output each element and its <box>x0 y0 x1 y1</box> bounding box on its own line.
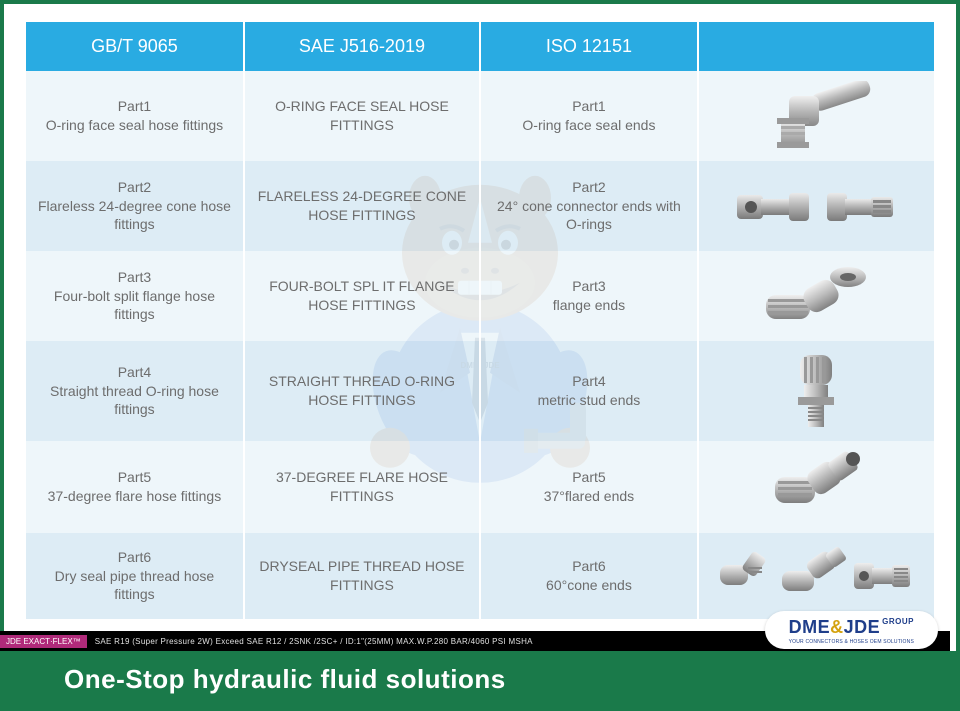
logo-right: JDE <box>844 617 881 637</box>
cell-sae: DRYSEAL PIPE THREAD HOSE FITTINGS <box>244 533 480 619</box>
gbt-part: Part4 <box>34 363 235 382</box>
cell-gbt: Part1 O-ring face seal hose fittings <box>26 71 244 161</box>
cell-image <box>698 71 934 161</box>
gbt-desc: Straight thread O-ring hose fittings <box>50 383 219 418</box>
iso-desc: O-ring face seal ends <box>522 117 655 133</box>
cell-sae: 37-DEGREE FLARE HOSE FITTINGS <box>244 441 480 533</box>
col-header-iso: ISO 12151 <box>480 22 698 71</box>
cell-iso: Part5 37°flared ends <box>480 441 698 533</box>
gbt-part: Part6 <box>34 548 235 567</box>
gbt-desc: Four-bolt split flange hose fittings <box>54 288 215 323</box>
cell-image <box>698 341 934 441</box>
cell-gbt: Part6 Dry seal pipe thread hose fittings <box>26 533 244 619</box>
footer-slogan: One-Stop hydraulic fluid solutions <box>64 664 506 695</box>
table-region: DME&JDE GB/T 9065 SAE J516-2019 ISO 1215… <box>4 4 956 631</box>
table-row: Part1 O-ring face seal hose fittings O-R… <box>26 71 934 161</box>
iso-part: Part1 <box>489 97 689 116</box>
cell-sae: STRAIGHT THREAD O-RING HOSE FITTINGS <box>244 341 480 441</box>
iso-desc: 37°flared ends <box>544 488 634 504</box>
cell-image <box>698 441 934 533</box>
fitting-straight-stud-icon <box>756 351 876 431</box>
fitting-dryseal-trio-icon <box>716 543 916 609</box>
iso-desc: 24° cone connector ends with O-rings <box>497 198 681 233</box>
gbt-desc: Dry seal pipe thread hose fittings <box>55 568 215 603</box>
iso-desc: 60°cone ends <box>546 577 632 593</box>
cell-image <box>698 251 934 341</box>
cell-gbt: Part5 37-degree flare hose fittings <box>26 441 244 533</box>
standards-table: GB/T 9065 SAE J516-2019 ISO 12151 Part1 … <box>26 22 934 619</box>
cell-gbt: Part4 Straight thread O-ring hose fittin… <box>26 341 244 441</box>
fitting-90deg-elbow-icon <box>741 81 891 151</box>
hose-spec-text: SAE R19 (Super Pressure 2W) Exceed SAE R… <box>87 637 533 646</box>
table-header-row: GB/T 9065 SAE J516-2019 ISO 12151 <box>26 22 934 71</box>
col-header-image <box>698 22 934 71</box>
fitting-24deg-cone-pair-icon <box>731 171 901 241</box>
cell-sae: O-RING FACE SEAL HOSE FITTINGS <box>244 71 480 161</box>
cell-image <box>698 161 934 251</box>
hose-brand-badge: JDE EXACT·FLEX™ <box>0 635 87 648</box>
table-row: Part2 Flareless 24-degree cone hose fitt… <box>26 161 934 251</box>
table-row: Part6 Dry seal pipe thread hose fittings… <box>26 533 934 619</box>
table-row: Part3 Four-bolt split flange hose fittin… <box>26 251 934 341</box>
fitting-37-flare-icon <box>751 451 881 523</box>
cell-gbt: Part3 Four-bolt split flange hose fittin… <box>26 251 244 341</box>
logo-amp: & <box>830 617 844 637</box>
gbt-part: Part5 <box>34 468 235 487</box>
brand-logo-badge: DME&JDEGROUP YOUR CONNECTORS & HOSES OEM… <box>765 611 938 649</box>
cell-iso: Part3 flange ends <box>480 251 698 341</box>
iso-part: Part4 <box>489 372 689 391</box>
cell-sae: FOUR-BOLT SPL IT FLANGE HOSE FITTINGS <box>244 251 480 341</box>
gbt-part: Part2 <box>34 178 235 197</box>
logo-group: GROUP <box>882 617 914 626</box>
footer-bar: One-Stop hydraulic fluid solutions <box>4 651 956 707</box>
iso-part: Part6 <box>489 557 689 576</box>
cell-iso: Part4 metric stud ends <box>480 341 698 441</box>
gbt-part: Part1 <box>34 97 235 116</box>
col-header-gbt: GB/T 9065 <box>26 22 244 71</box>
iso-desc: metric stud ends <box>538 392 641 408</box>
cell-sae: FLARELESS 24-DEGREE CONE HOSE FITTINGS <box>244 161 480 251</box>
cell-image <box>698 533 934 619</box>
cell-gbt: Part2 Flareless 24-degree cone hose fitt… <box>26 161 244 251</box>
iso-part: Part5 <box>489 468 689 487</box>
cell-iso: Part6 60°cone ends <box>480 533 698 619</box>
iso-part: Part2 <box>489 178 689 197</box>
iso-part: Part3 <box>489 277 689 296</box>
col-header-sae: SAE J516-2019 <box>244 22 480 71</box>
gbt-desc: O-ring face seal hose fittings <box>46 117 223 133</box>
cell-iso: Part1 O-ring face seal ends <box>480 71 698 161</box>
table-row: Part5 37-degree flare hose fittings 37-D… <box>26 441 934 533</box>
page-frame: DME&JDE GB/T 9065 SAE J516-2019 ISO 1215… <box>0 0 960 711</box>
gbt-desc: Flareless 24-degree cone hose fittings <box>38 198 231 233</box>
iso-desc: flange ends <box>553 297 625 313</box>
fitting-flange-45-icon <box>741 261 891 331</box>
brand-tagline: YOUR CONNECTORS & HOSES OEM SOLUTIONS <box>789 639 914 645</box>
table-row: Part4 Straight thread O-ring hose fittin… <box>26 341 934 441</box>
brand-logo-text: DME&JDEGROUP <box>789 617 914 638</box>
logo-left: DME <box>789 617 831 637</box>
cell-iso: Part2 24° cone connector ends with O-rin… <box>480 161 698 251</box>
gbt-desc: 37-degree flare hose fittings <box>48 488 222 504</box>
gbt-part: Part3 <box>34 268 235 287</box>
